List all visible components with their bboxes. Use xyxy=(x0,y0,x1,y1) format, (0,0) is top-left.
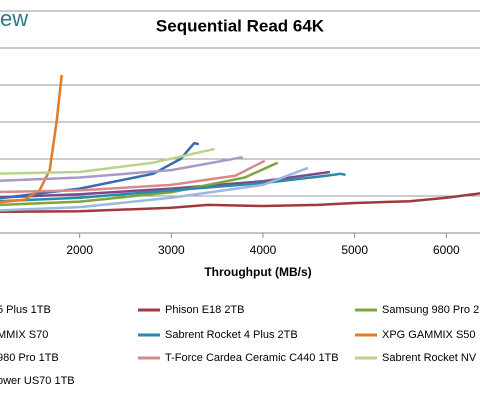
series-line xyxy=(0,159,266,194)
series-line xyxy=(0,192,480,214)
series-line xyxy=(0,161,279,207)
legend-label: Sabrent Rocket 4 Plus 2TB xyxy=(165,329,298,341)
x-axis-label: Throughput (MB/s) xyxy=(204,265,311,279)
legend-label: Sabrent Rocket NV xyxy=(382,352,477,364)
x-tick-label: 5000 xyxy=(341,243,368,257)
logo: ew xyxy=(0,6,28,31)
x-tick-label: 6000 xyxy=(433,243,460,257)
series-line xyxy=(0,147,215,175)
x-tick-label: 2000 xyxy=(66,243,93,257)
legend-label: MMIX S70 xyxy=(0,329,48,341)
x-tick-label: 3000 xyxy=(158,243,185,257)
legend-label: 5 Plus 1TB xyxy=(0,304,51,316)
legend-label: 980 Pro 1TB xyxy=(0,352,59,364)
chart-title: Sequential Read 64K xyxy=(156,16,325,35)
series-line xyxy=(0,172,346,203)
series-line xyxy=(0,155,244,182)
series-line xyxy=(0,170,331,199)
legend-label: Phison E18 2TB xyxy=(165,304,245,316)
legend-label: ower US70 1TB xyxy=(0,375,75,387)
legend-label: XPG GAMMIX S50 xyxy=(382,329,476,341)
legend-label: T-Force Cardea Ceramic C440 1TB xyxy=(165,352,339,364)
series-line xyxy=(0,166,309,212)
series-line xyxy=(0,74,63,204)
x-tick-label: 4000 xyxy=(250,243,277,257)
legend-label: Samsung 980 Pro 2 xyxy=(382,304,479,316)
